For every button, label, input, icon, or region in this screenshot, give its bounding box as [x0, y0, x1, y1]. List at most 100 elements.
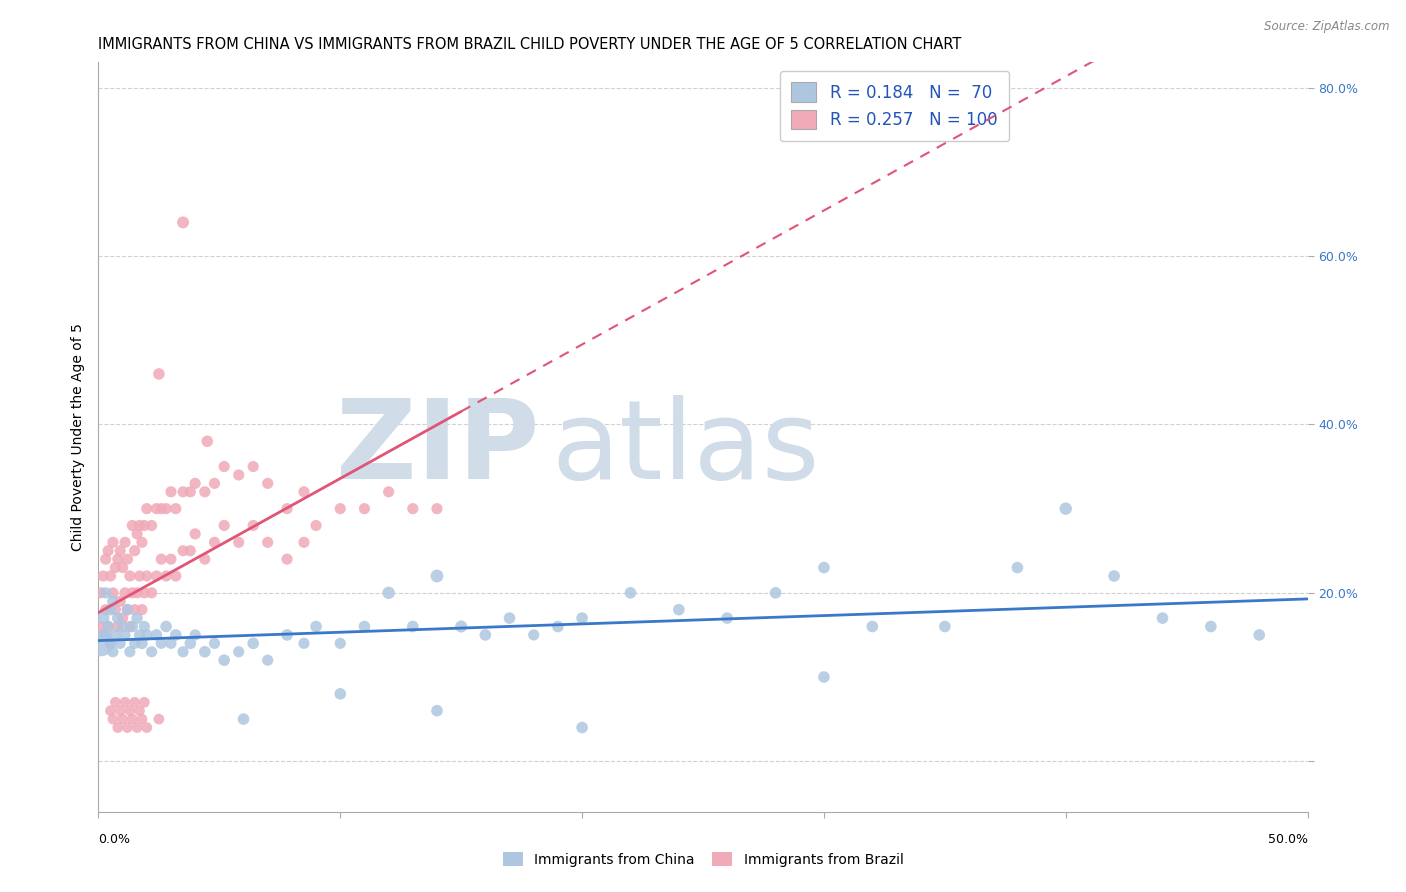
Point	[160, 552, 183, 566]
Point	[228, 535, 250, 549]
Point	[204, 636, 226, 650]
Point	[498, 611, 520, 625]
Point	[111, 712, 134, 726]
Point	[194, 645, 217, 659]
Point	[668, 602, 690, 616]
Point	[97, 619, 120, 633]
Point	[184, 476, 207, 491]
Point	[101, 645, 124, 659]
Point	[118, 569, 141, 583]
Text: 0.0%: 0.0%	[98, 833, 131, 846]
Point	[242, 636, 264, 650]
Point	[128, 628, 150, 642]
Point	[134, 619, 156, 633]
Point	[94, 552, 117, 566]
Point	[117, 602, 139, 616]
Point	[107, 619, 129, 633]
Point	[377, 484, 399, 499]
Point	[118, 645, 141, 659]
Point	[117, 602, 139, 616]
Point	[114, 628, 136, 642]
Point	[165, 628, 187, 642]
Point	[165, 501, 187, 516]
Point	[100, 636, 122, 650]
Point	[242, 518, 264, 533]
Point	[135, 501, 157, 516]
Point	[131, 535, 153, 549]
Text: atlas: atlas	[551, 395, 820, 502]
Point	[1054, 501, 1077, 516]
Point	[160, 484, 183, 499]
Point	[426, 569, 449, 583]
Point	[91, 628, 114, 642]
Point	[94, 586, 117, 600]
Point	[305, 619, 328, 633]
Point	[97, 619, 120, 633]
Point	[91, 611, 114, 625]
Point	[523, 628, 546, 642]
Y-axis label: Child Poverty Under the Age of 5: Child Poverty Under the Age of 5	[72, 323, 86, 551]
Point	[184, 527, 207, 541]
Point	[402, 501, 425, 516]
Point	[124, 543, 146, 558]
Point	[135, 628, 157, 642]
Point	[101, 535, 124, 549]
Point	[1102, 569, 1125, 583]
Point	[256, 535, 278, 549]
Point	[204, 535, 226, 549]
Point	[118, 704, 141, 718]
Point	[292, 484, 315, 499]
Point	[212, 518, 235, 533]
Point	[104, 695, 127, 709]
Point	[242, 459, 264, 474]
Point	[127, 721, 149, 735]
Point	[134, 695, 156, 709]
Point	[155, 501, 177, 516]
Point	[860, 619, 883, 633]
Point	[184, 628, 207, 642]
Point	[100, 636, 122, 650]
Point	[1007, 560, 1029, 574]
Point	[141, 586, 163, 600]
Point	[619, 586, 641, 600]
Point	[114, 535, 136, 549]
Point	[426, 704, 449, 718]
Point	[1199, 619, 1222, 633]
Point	[212, 459, 235, 474]
Point	[131, 602, 153, 616]
Point	[131, 712, 153, 726]
Point	[172, 645, 194, 659]
Point	[765, 586, 787, 600]
Text: ZIP: ZIP	[336, 395, 540, 502]
Point	[194, 484, 217, 499]
Point	[128, 704, 150, 718]
Point	[353, 501, 375, 516]
Point	[107, 721, 129, 735]
Point	[179, 543, 201, 558]
Point	[155, 619, 177, 633]
Point	[134, 518, 156, 533]
Point	[716, 611, 738, 625]
Point	[276, 501, 298, 516]
Point	[256, 653, 278, 667]
Point	[426, 501, 449, 516]
Point	[121, 619, 143, 633]
Point	[101, 712, 124, 726]
Point	[172, 543, 194, 558]
Point	[127, 527, 149, 541]
Point	[94, 628, 117, 642]
Point	[117, 721, 139, 735]
Point	[121, 586, 143, 600]
Point	[124, 695, 146, 709]
Point	[104, 560, 127, 574]
Point	[155, 569, 177, 583]
Point	[402, 619, 425, 633]
Point	[547, 619, 569, 633]
Point	[118, 619, 141, 633]
Point	[108, 704, 131, 718]
Point	[121, 518, 143, 533]
Point	[91, 569, 114, 583]
Point	[377, 586, 399, 600]
Point	[474, 628, 496, 642]
Point	[128, 518, 150, 533]
